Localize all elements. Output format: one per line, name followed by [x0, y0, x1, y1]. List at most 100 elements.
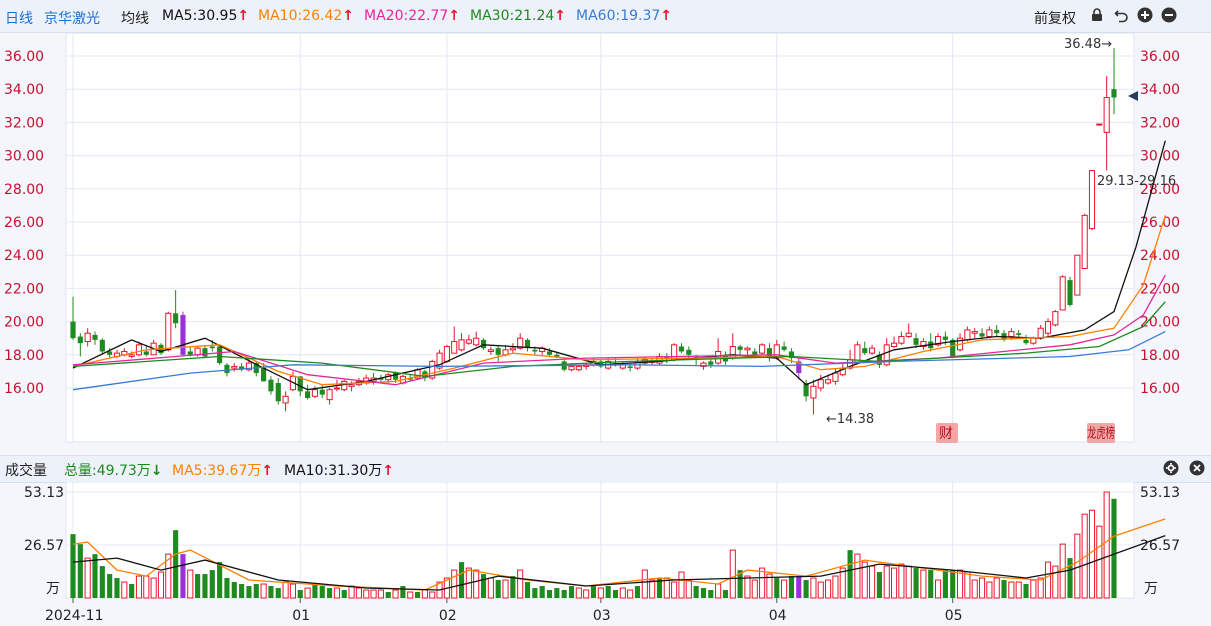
candle-body-up [436, 352, 443, 369]
price-tick-left: 36.00 [4, 49, 44, 65]
candle-body-down [392, 373, 399, 380]
price-tick-right: 26.00 [1140, 215, 1180, 231]
volume-bar-down [532, 588, 538, 598]
indicator-selector[interactable]: 均线 [121, 11, 149, 27]
volume-bar-down [173, 530, 179, 598]
volume-bar-up [685, 579, 692, 599]
adjust-selector[interactable]: 前复权 [1034, 11, 1076, 27]
volume-bar-down [737, 570, 743, 598]
volume-bar-down [568, 586, 575, 598]
stock-name[interactable]: 京华激光 [44, 11, 100, 27]
price-tick-right: 34.00 [1140, 82, 1180, 98]
volume-bar-down [876, 572, 882, 598]
price-tick-left: 30.00 [4, 149, 44, 165]
volume-bar-up [84, 557, 91, 599]
price-tick-left: 24.00 [4, 248, 44, 264]
ma-line-ma30 [72, 301, 1166, 378]
badge-cai [936, 423, 958, 443]
candle-body-up [194, 347, 201, 356]
undo-icon[interactable] [1113, 7, 1129, 23]
candlestick-chart[interactable]: 36.00 36.00 34.00 34.00 32.00 32.00 30.00 30.00… [0, 33, 1211, 455]
candle-body-up [443, 346, 450, 362]
candle-body-up [575, 365, 582, 371]
candle-body-up [348, 384, 355, 387]
candle-body-up [671, 344, 678, 361]
ma30-legend: MA30:21.24↑ [470, 8, 567, 24]
volume-bar-up [898, 563, 905, 599]
candle-body-down [708, 361, 714, 365]
price-tick-right: 18.00 [1140, 348, 1180, 364]
volume-bar-down [202, 574, 208, 598]
close-icon[interactable] [1189, 460, 1205, 476]
candle-body-up [1008, 331, 1015, 338]
candle-body-down [180, 314, 186, 355]
volume-bar-up [619, 587, 626, 599]
candle-body-up [729, 346, 736, 359]
candle-body-down [99, 339, 105, 352]
candle-body-up [84, 332, 91, 343]
volume-bar-down [1067, 558, 1073, 598]
volume-bar-up [473, 569, 480, 599]
volume-tick-right: 53.13 [1140, 485, 1180, 501]
volume-bar-down [1111, 498, 1117, 598]
volume-bar-down [803, 580, 809, 598]
candle-body-up [1059, 276, 1066, 311]
ma-line-ma10 [72, 215, 1166, 386]
current-price-marker [1128, 91, 1138, 101]
candle-body-up [465, 339, 472, 344]
ma5-legend: MA5:30.95↑ [162, 8, 250, 24]
volume-bar-down [590, 586, 597, 598]
candle-body-up [1044, 321, 1052, 334]
gear-icon[interactable] [1163, 460, 1179, 476]
candle-body-up [1074, 254, 1081, 296]
candle-body-down [305, 391, 311, 398]
price-tick-left: 34.00 [4, 82, 44, 98]
volume-bar-up [597, 587, 604, 599]
volume-bar-up [407, 591, 414, 599]
volume-bar-down [275, 588, 281, 598]
volume-total: 总量:49.73万↓ [64, 463, 163, 479]
candle-body-down [598, 361, 604, 367]
volume-tick-left: 53.13 [24, 485, 64, 501]
volume-chart[interactable]: 53.13 53.13 26.57 26.57 万 万 2024-11 01 02 03 04 05 [0, 482, 1211, 626]
volume-tick-right: 26.57 [1140, 538, 1180, 554]
volume-bar-up [744, 575, 751, 599]
volume-bar-down [510, 576, 516, 598]
volume-bar-up [150, 577, 157, 599]
volume-bar-down [495, 580, 501, 598]
volume-ma10-legend: MA10:31.30万↑ [284, 463, 395, 479]
candle-body-up [311, 389, 318, 397]
volume-bar-down [312, 584, 318, 598]
zoom-in-icon[interactable] [1137, 7, 1153, 23]
candle-body-up [333, 387, 340, 390]
candle-body-down [546, 351, 553, 355]
volume-bar-down [1001, 580, 1007, 598]
volume-bar-up [729, 549, 736, 599]
x-tick-label: 04 [769, 608, 787, 624]
period-selector[interactable]: 日线 [5, 11, 33, 27]
lock-icon[interactable] [1089, 7, 1105, 23]
ma20-legend: MA20:22.77↑ [364, 8, 461, 24]
candle-body-up [473, 337, 480, 346]
price-tick-right: 32.00 [1140, 115, 1180, 131]
volume-bar-up [671, 581, 678, 599]
volume-bar-up [986, 581, 993, 599]
candle-body-down [532, 349, 538, 352]
volume-bar-up [157, 571, 165, 599]
volume-bar-up [649, 579, 656, 599]
candle-body-down [480, 339, 487, 349]
price-tick-left: 20.00 [4, 315, 44, 331]
candle-body-down [107, 351, 113, 355]
candle-body-down [77, 336, 83, 344]
candle-body-up [509, 347, 516, 351]
volume-bar-up [891, 567, 898, 599]
price-tick-left: 22.00 [4, 281, 44, 297]
volume-bar-up [781, 579, 788, 599]
volume-bar-up [1015, 581, 1022, 599]
candle-body-up [568, 365, 575, 371]
zoom-out-icon[interactable] [1161, 7, 1177, 23]
volume-bar-down [554, 588, 560, 598]
volume-bar-down [708, 590, 714, 598]
volume-bar-down [1023, 584, 1029, 598]
